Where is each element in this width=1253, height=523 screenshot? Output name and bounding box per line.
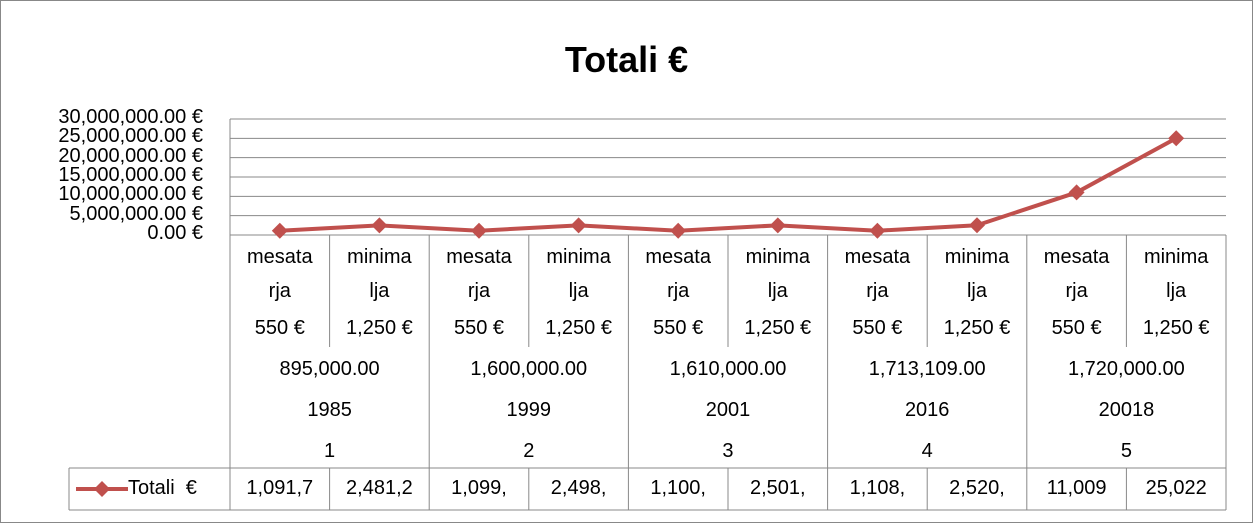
data-point <box>869 222 886 239</box>
data-table-value: 1,100, <box>650 477 706 499</box>
group-label: 4 <box>921 440 933 462</box>
subcategory-label: 1,250 € <box>545 317 612 339</box>
data-point <box>471 222 487 239</box>
data-point <box>570 217 587 234</box>
data-table-value: 1,099, <box>451 477 507 499</box>
data-table-value: 2,501, <box>749 477 806 499</box>
group-label: 2016 <box>904 399 950 421</box>
y-tick-label: 30,000,000.00 € <box>58 106 203 128</box>
y-tick-label: 15,000,000.00 € <box>58 164 203 186</box>
category-label: mesatarja <box>844 246 911 302</box>
category-label: mesatarja <box>645 246 711 302</box>
data-point <box>371 217 388 234</box>
data-point <box>969 217 985 234</box>
category-label: minimalja <box>745 246 811 302</box>
group-label: 1,610,000.00 <box>669 358 787 380</box>
group-label: 5 <box>1120 440 1132 462</box>
category-label: minimalja <box>944 246 1010 302</box>
data-table-value: 2,520, <box>949 477 1005 499</box>
group-label: 1,600,000.00 <box>470 358 588 380</box>
category-label: minimalja <box>347 246 412 302</box>
group-label: 1 <box>324 440 336 462</box>
category-label: minimalja <box>1143 246 1209 302</box>
group-label: 1,713,109.00 <box>868 358 986 380</box>
subcategory-label: 1,250 € <box>346 317 413 339</box>
data-table-value: 2,498, <box>550 477 607 499</box>
data-table-value: 2,481,2 <box>346 477 413 499</box>
subcategory-label: 550 € <box>653 317 704 339</box>
group-label: 1,720,000.00 <box>1068 358 1185 380</box>
legend-label: Totali € <box>128 477 197 499</box>
subcategory-label: 550 € <box>453 317 505 339</box>
group-label: 1985 <box>307 399 352 421</box>
data-point <box>670 222 687 239</box>
data-table-value: 1,108, <box>849 477 906 499</box>
category-label: mesatarja <box>1043 246 1110 302</box>
data-table-value: 25,022 <box>1145 477 1207 499</box>
category-label: mesatarja <box>446 246 512 302</box>
y-tick-label: 25,000,000.00 € <box>58 125 203 148</box>
subcategory-label: 550 € <box>1051 317 1102 339</box>
y-tick-label: 0.00 € <box>147 222 203 244</box>
series-line <box>279 136 1178 233</box>
category-label: mesatarja <box>247 246 313 302</box>
data-point <box>1168 130 1185 147</box>
subcategory-label: 1,250 € <box>744 317 812 339</box>
group-label: 895,000.00 <box>279 358 380 380</box>
y-tick-label: 5,000,000.00 € <box>69 202 203 225</box>
group-label: 1999 <box>506 399 552 421</box>
data-table-value: 11,009 <box>1046 477 1107 499</box>
data-point <box>769 217 786 234</box>
group-label: 2 <box>523 440 535 462</box>
category-label: minimalja <box>546 246 611 302</box>
chart-title: Totali € <box>564 39 689 80</box>
legend-marker <box>94 481 110 497</box>
y-tick-label: 10,000,000.00 € <box>58 183 203 206</box>
data-point <box>1068 184 1085 201</box>
subcategory-label: 550 € <box>254 317 305 339</box>
data-table-value: 1,091,7 <box>246 477 314 499</box>
y-tick-label: 20,000,000.00 € <box>58 144 203 167</box>
group-label: 20018 <box>1098 399 1155 421</box>
data-point <box>271 222 288 239</box>
subcategory-label: 1,250 € <box>943 317 1011 339</box>
subcategory-label: 1,250 € <box>1142 317 1210 339</box>
group-label: 2001 <box>705 399 751 421</box>
group-label: 3 <box>722 440 734 462</box>
subcategory-label: 550 € <box>852 317 903 339</box>
